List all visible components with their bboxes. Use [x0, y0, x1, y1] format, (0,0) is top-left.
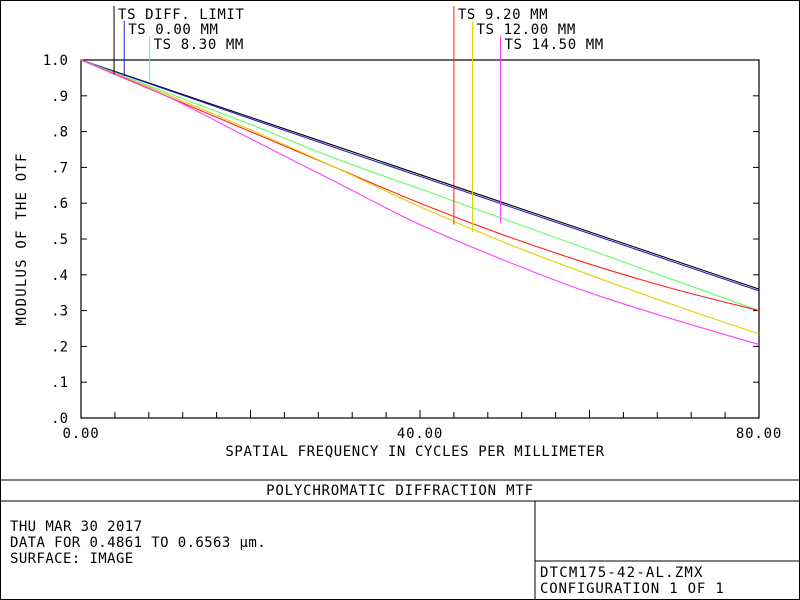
x-tick-label: 40.00 [397, 426, 443, 442]
legend-label-5: TS 14.50 MM [505, 37, 604, 53]
x-tick-label: 80.00 [736, 426, 782, 442]
y-tick-label: .5 [51, 232, 68, 248]
x-axis-label: SPATIAL FREQUENCY IN CYCLES PER MILLIMET… [225, 444, 604, 460]
x-tick-labels: 0.00 40.00 80.00 [63, 426, 782, 442]
chart-title: POLYCHROMATIC DIFFRACTION MTF [266, 483, 534, 499]
x-tick-label: 0.00 [63, 426, 100, 442]
footer-data-range: DATA FOR 0.4861 TO 0.6563 µm. [10, 535, 266, 551]
y-tick-label: .0 [51, 411, 68, 427]
legend-markers [113, 6, 502, 232]
y-tick-label: .1 [51, 375, 68, 391]
series-line-4 [80, 59, 760, 335]
footer-surface: SURFACE: IMAGE [10, 551, 134, 567]
legend-label-4: TS 12.00 MM [477, 22, 576, 38]
legend-label-2: TS 8.30 MM [154, 37, 244, 53]
y-tick-label: .7 [51, 160, 68, 176]
y-tick-label: .2 [51, 339, 68, 355]
series-line-5 [80, 59, 760, 346]
y-axis-label: MODULUS OF THE OTF [14, 152, 30, 325]
series-line-3 [80, 59, 760, 312]
y-tick-label: .9 [51, 89, 68, 105]
series-line-1 [80, 59, 760, 292]
footer-config: CONFIGURATION 1 OF 1 [540, 581, 725, 597]
y-tick-label: .4 [51, 268, 68, 284]
legend-label-3: TS 9.20 MM [458, 7, 548, 23]
plot-area [80, 59, 760, 419]
y-tick-label: 1.0 [43, 53, 68, 69]
y-tick-labels: .0 .1 .2 .3 .4 .5 .6 .7 .8 .9 1.0 [43, 53, 68, 427]
footer-file: DTCM175-42-AL.ZMX [540, 565, 704, 581]
y-tick-label: .8 [51, 125, 68, 141]
series-lines [80, 59, 760, 346]
legend-label-1: TS 0.00 MM [128, 22, 218, 38]
legend-label-0: TS DIFF. LIMIT [118, 7, 244, 23]
series-line-2 [80, 59, 760, 312]
footer-date: THU MAR 30 2017 [10, 519, 142, 535]
series-line-0 [80, 59, 760, 290]
y-tick-label: .6 [51, 196, 68, 212]
axis-ticks [80, 59, 760, 419]
y-tick-label: .3 [51, 304, 68, 320]
